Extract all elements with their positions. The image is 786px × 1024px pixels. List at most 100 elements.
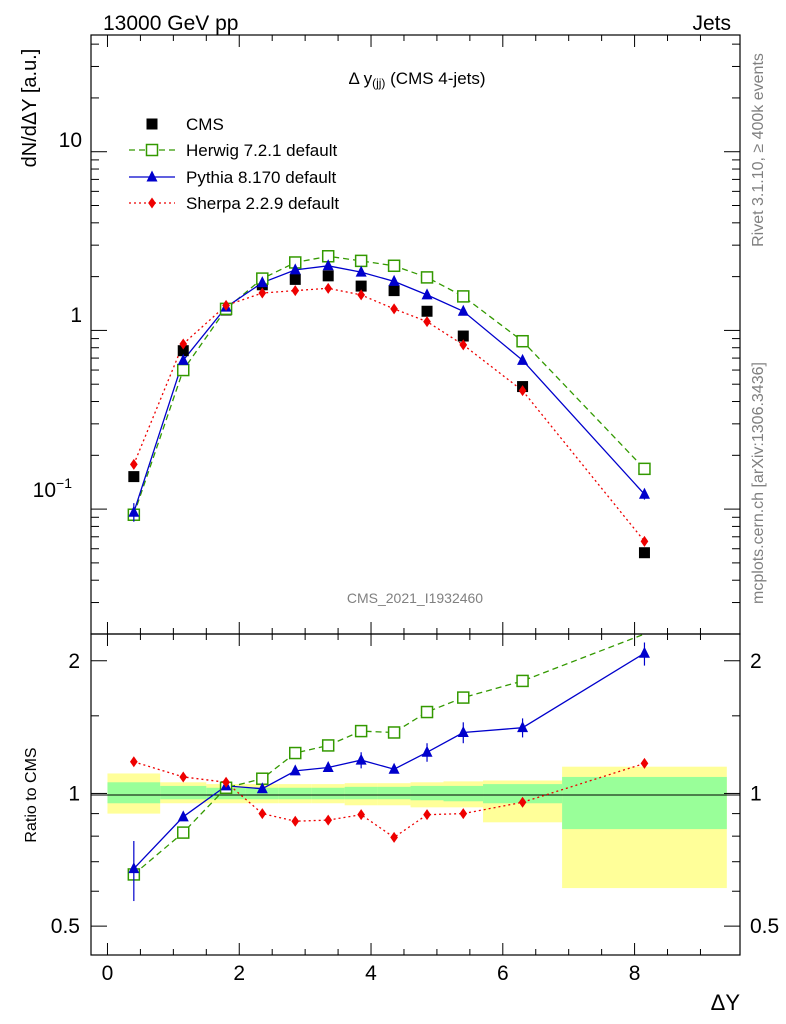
ratio-bands	[107, 766, 727, 889]
ratio-point-sherpa	[459, 808, 468, 820]
ratio-point-sherpa	[357, 809, 365, 821]
watermark-analysis-id: CMS_2021_I1932460	[347, 590, 483, 606]
main-point-herwig	[176, 363, 190, 377]
header-process-label: Jets	[692, 12, 731, 35]
main-point-sherpa	[640, 535, 649, 547]
ratio-y-axis-label: Ratio to CMS	[23, 747, 40, 842]
ratio-y-tick-label-left: 0.5	[51, 915, 80, 938]
main-line-pythia	[133, 265, 645, 513]
ratio-point-sherpa	[324, 814, 333, 826]
main-point-cms	[128, 471, 140, 483]
main-point-pythia	[322, 259, 334, 271]
side-mcplots-label: mcplots.cern.ch [arXiv:1306.3436]	[750, 362, 767, 604]
main-point-pythia	[517, 353, 529, 365]
legend-marker-herwig	[145, 143, 159, 157]
ratio-band-stat	[278, 787, 312, 800]
y-tick-label-0.1: 10−1	[33, 475, 73, 502]
ratio-line-sherpa	[133, 761, 645, 839]
main-point-pythia	[421, 288, 433, 300]
x-tick-label: 6	[497, 962, 509, 985]
main-point-cms	[457, 330, 469, 342]
main-point-sherpa	[222, 299, 230, 311]
main-ticks	[91, 35, 740, 635]
ratio-point-herwig	[354, 724, 368, 738]
main-title: Δ y(jj) (CMS 4-jets)	[348, 69, 485, 90]
ratio-y-tick-labels: 2 2 1 1 0.5 0.5	[51, 650, 779, 938]
ratio-point-sherpa	[518, 796, 527, 808]
ratio-point-pythia	[177, 810, 189, 822]
x-tick-labels: 0 2 4 6 8	[102, 962, 641, 985]
ratio-point-sherpa	[258, 808, 267, 820]
main-point-herwig	[387, 259, 401, 273]
main-point-cms	[322, 270, 334, 282]
legend-marker-pythia	[146, 170, 158, 182]
legend-marker-sherpa	[148, 197, 156, 209]
ratio-point-herwig	[321, 739, 335, 752]
ratio-y-tick-label-right: 0.5	[750, 915, 779, 938]
side-rivet-label: Rivet 3.1.10, ≥ 400k events	[750, 53, 767, 247]
legend-marker-cms	[146, 118, 158, 130]
ratio-frame	[90, 633, 741, 956]
ratio-band-stat	[160, 785, 207, 800]
main-point-pythia	[177, 353, 189, 365]
ratio-band-stat	[344, 786, 378, 800]
main-point-sherpa	[129, 458, 138, 470]
main-point-pythia	[388, 274, 400, 286]
main-series-lines	[133, 255, 646, 542]
ratio-point-sherpa	[129, 756, 138, 768]
ratio-series-lines	[133, 633, 645, 875]
main-point-sherpa	[291, 285, 300, 297]
main-point-sherpa	[179, 338, 188, 350]
main-point-sherpa	[459, 339, 468, 351]
legend-label-cms: CMS	[186, 115, 224, 134]
y-tick-label-1: 1	[70, 304, 82, 327]
ratio-band-stat	[245, 787, 279, 800]
ratio-y-tick-label-right: 2	[750, 650, 762, 673]
ratio-point-sherpa	[423, 809, 431, 821]
main-series-markers	[127, 250, 651, 559]
ratio-band-stat	[107, 782, 161, 804]
main-point-pythia	[289, 263, 301, 275]
ratio-band-stat	[410, 785, 444, 801]
ratio-point-herwig	[420, 705, 434, 719]
ratio-band-stat	[562, 776, 727, 830]
main-point-sherpa	[324, 282, 333, 294]
ratio-y-tick-label-right: 1	[750, 782, 762, 805]
main-point-sherpa	[258, 287, 267, 299]
main-point-pythia	[355, 265, 367, 277]
ratio-point-sherpa	[291, 815, 300, 827]
main-point-herwig	[420, 271, 434, 284]
ratio-point-sherpa	[390, 831, 398, 843]
main-point-sherpa	[357, 289, 365, 301]
ratio-band-stat	[443, 785, 484, 802]
legend-label-sherpa: Sherpa 2.2.9 default	[186, 194, 339, 213]
ratio-band-stat	[483, 784, 563, 804]
main-point-cms	[177, 345, 189, 357]
ratio-y-tick-label-left: 1	[68, 782, 80, 805]
main-point-sherpa	[390, 303, 398, 315]
ratio-ticks	[91, 634, 740, 955]
ratio-point-pythia	[322, 761, 334, 773]
main-point-herwig	[457, 290, 470, 303]
ratio-series-markers	[127, 642, 650, 902]
legend: CMS Herwig 7.2.1 default Pythia 8.170 defa…	[129, 115, 339, 213]
ratio-point-herwig	[457, 691, 470, 704]
ratio-band-stat	[377, 786, 411, 800]
ratio-point-pythia	[256, 782, 268, 794]
main-point-cms	[289, 273, 301, 285]
main-point-pythia	[457, 304, 469, 316]
y-tick-label-10: 10	[59, 129, 82, 152]
header-collision-label: 13000 GeV pp	[103, 12, 238, 35]
ratio-point-herwig	[387, 726, 401, 739]
x-tick-label: 4	[365, 962, 377, 985]
ratio-point-herwig	[289, 746, 302, 760]
legend-label-pythia: Pythia 8.170 default	[186, 168, 337, 187]
ratio-panel: Ratio to CMS 2 2 1 1 0.5 0.5 0 2 4 6 8 ΔY	[23, 633, 779, 1015]
main-point-herwig	[516, 334, 529, 348]
main-panel: Δ y(jj) (CMS 4-jets) dN/dΔY [a.u.] 10 1 …	[19, 34, 741, 635]
ratio-band-stat	[311, 787, 345, 800]
main-point-herwig	[354, 254, 368, 268]
ratio-point-pythia	[388, 762, 400, 774]
ratio-point-herwig	[516, 674, 529, 688]
